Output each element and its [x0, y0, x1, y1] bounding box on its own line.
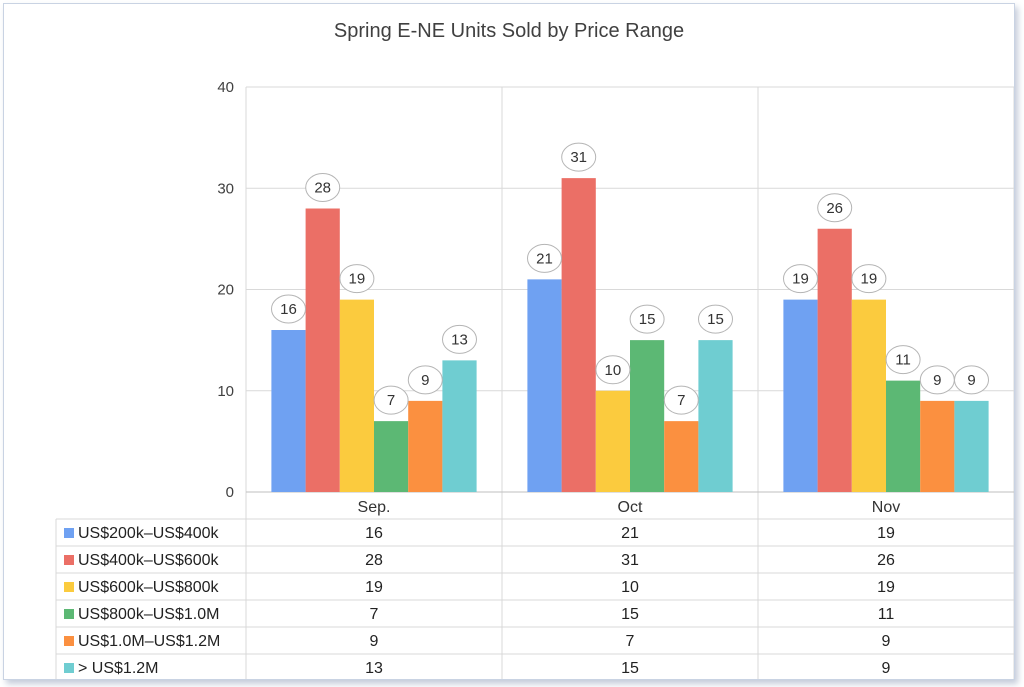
data-label-bubble [561, 142, 597, 172]
data-label-bubble [271, 294, 306, 324]
bar [954, 400, 989, 492]
data-table: Sep. Oct Nov US$200k–US$400k 16 21 19 US$400k–U… [55, 499, 1014, 679]
bar [698, 340, 733, 492]
data-label: 15 [707, 311, 724, 328]
table-cell: 19 [877, 579, 895, 596]
table-cell: 19 [365, 579, 383, 596]
data-label-bubble [595, 355, 631, 385]
y-tick-label: 0 [226, 484, 234, 501]
data-label: 11 [895, 352, 911, 369]
table-cell: 21 [621, 525, 639, 542]
data-label-bubble [527, 243, 562, 273]
data-label: 9 [933, 372, 941, 389]
chart-title: Spring E-NE Units Sold by Price Range [334, 20, 684, 42]
y-axis: 0 10 20 30 40 [217, 79, 234, 501]
data-label: 16 [280, 301, 297, 318]
data-label: 7 [387, 392, 395, 409]
data-label: 7 [677, 392, 685, 409]
data-label: 9 [421, 372, 429, 389]
data-label: 19 [792, 271, 809, 288]
data-label: 19 [349, 271, 366, 288]
data-label: 13 [451, 331, 468, 348]
data-label: 26 [826, 200, 843, 217]
table-cell: 26 [877, 552, 895, 569]
data-label-bubble [817, 193, 853, 223]
legend-swatch [64, 555, 74, 565]
bar [664, 421, 699, 492]
legend-swatch [64, 663, 74, 673]
series-name: US$600k–US$800k [78, 579, 220, 596]
series-name: US$200k–US$400k [78, 525, 220, 542]
data-label-bubble [783, 264, 818, 294]
category-label: Sep. [358, 499, 391, 516]
bar [561, 178, 596, 492]
bar [595, 390, 630, 492]
bar [374, 421, 409, 492]
data-label: 21 [536, 250, 553, 267]
table-cell: 11 [878, 606, 895, 623]
data-label-bubble [442, 324, 477, 354]
y-tick-label: 30 [217, 180, 234, 197]
y-tick-label: 10 [217, 383, 234, 400]
table-cell: 7 [370, 606, 379, 623]
data-label-bubble [373, 385, 409, 415]
data-label-bubble [407, 365, 443, 395]
y-tick-label: 20 [217, 282, 234, 299]
table-cell: 9 [370, 633, 379, 650]
chart: Spring E-NE Units Sold by Price Range 0 1… [55, 20, 1014, 679]
series-name: US$400k–US$600k [78, 552, 220, 569]
data-label-bubble [698, 304, 733, 334]
table-cell: 15 [621, 660, 639, 677]
table-cell: 13 [365, 660, 383, 677]
bar [783, 299, 818, 492]
data-label: 10 [605, 362, 622, 379]
bar [817, 228, 852, 492]
legend-swatch [64, 609, 74, 619]
data-label-bubble [339, 264, 375, 294]
bar [305, 208, 340, 492]
legend-swatch [64, 582, 74, 592]
category-label: Nov [872, 499, 900, 516]
data-label: 31 [570, 149, 587, 166]
data-label: 15 [639, 311, 656, 328]
table-cell: 19 [877, 525, 895, 542]
bar [920, 400, 955, 492]
bar [851, 299, 886, 492]
table-cell: 10 [621, 579, 639, 596]
bar [527, 279, 562, 492]
chart-card: Spring E-NE Units Sold by Price Range 0 1… [3, 3, 1015, 680]
data-label-bubble [663, 385, 699, 415]
bar [442, 360, 477, 492]
table-cell: 28 [365, 552, 383, 569]
series-name: US$800k–US$1.0M [78, 606, 219, 623]
bar [630, 340, 665, 492]
table-cell: 31 [621, 552, 639, 569]
legend-swatch [64, 528, 74, 538]
data-label: 9 [967, 372, 975, 389]
bar [339, 299, 374, 492]
bars [271, 178, 989, 492]
data-label-bubble [954, 365, 989, 395]
data-label-bubble [885, 345, 921, 375]
bar [271, 330, 306, 492]
bar [408, 400, 443, 492]
series-name: US$1.0M–US$1.2M [78, 633, 220, 650]
bar [886, 380, 921, 492]
table-cell: 7 [626, 633, 635, 650]
data-label-bubble [629, 304, 665, 334]
series-name: > US$1.2M [78, 660, 158, 677]
table-cell: 9 [882, 633, 891, 650]
data-labels: 16 28 19 7 9 13 21 31 10 15 7 15 19 26 19 11 9 9 [271, 142, 989, 415]
table-cell: 15 [621, 606, 639, 623]
legend-swatch [64, 636, 74, 646]
y-tick-label: 40 [217, 79, 234, 96]
data-label-bubble [851, 264, 887, 294]
data-label-bubble [305, 173, 341, 202]
table-cell: 16 [365, 525, 383, 542]
table-cell: 9 [882, 660, 891, 677]
data-label: 19 [861, 271, 878, 288]
data-label: 28 [314, 180, 331, 197]
category-label: Oct [618, 499, 643, 516]
